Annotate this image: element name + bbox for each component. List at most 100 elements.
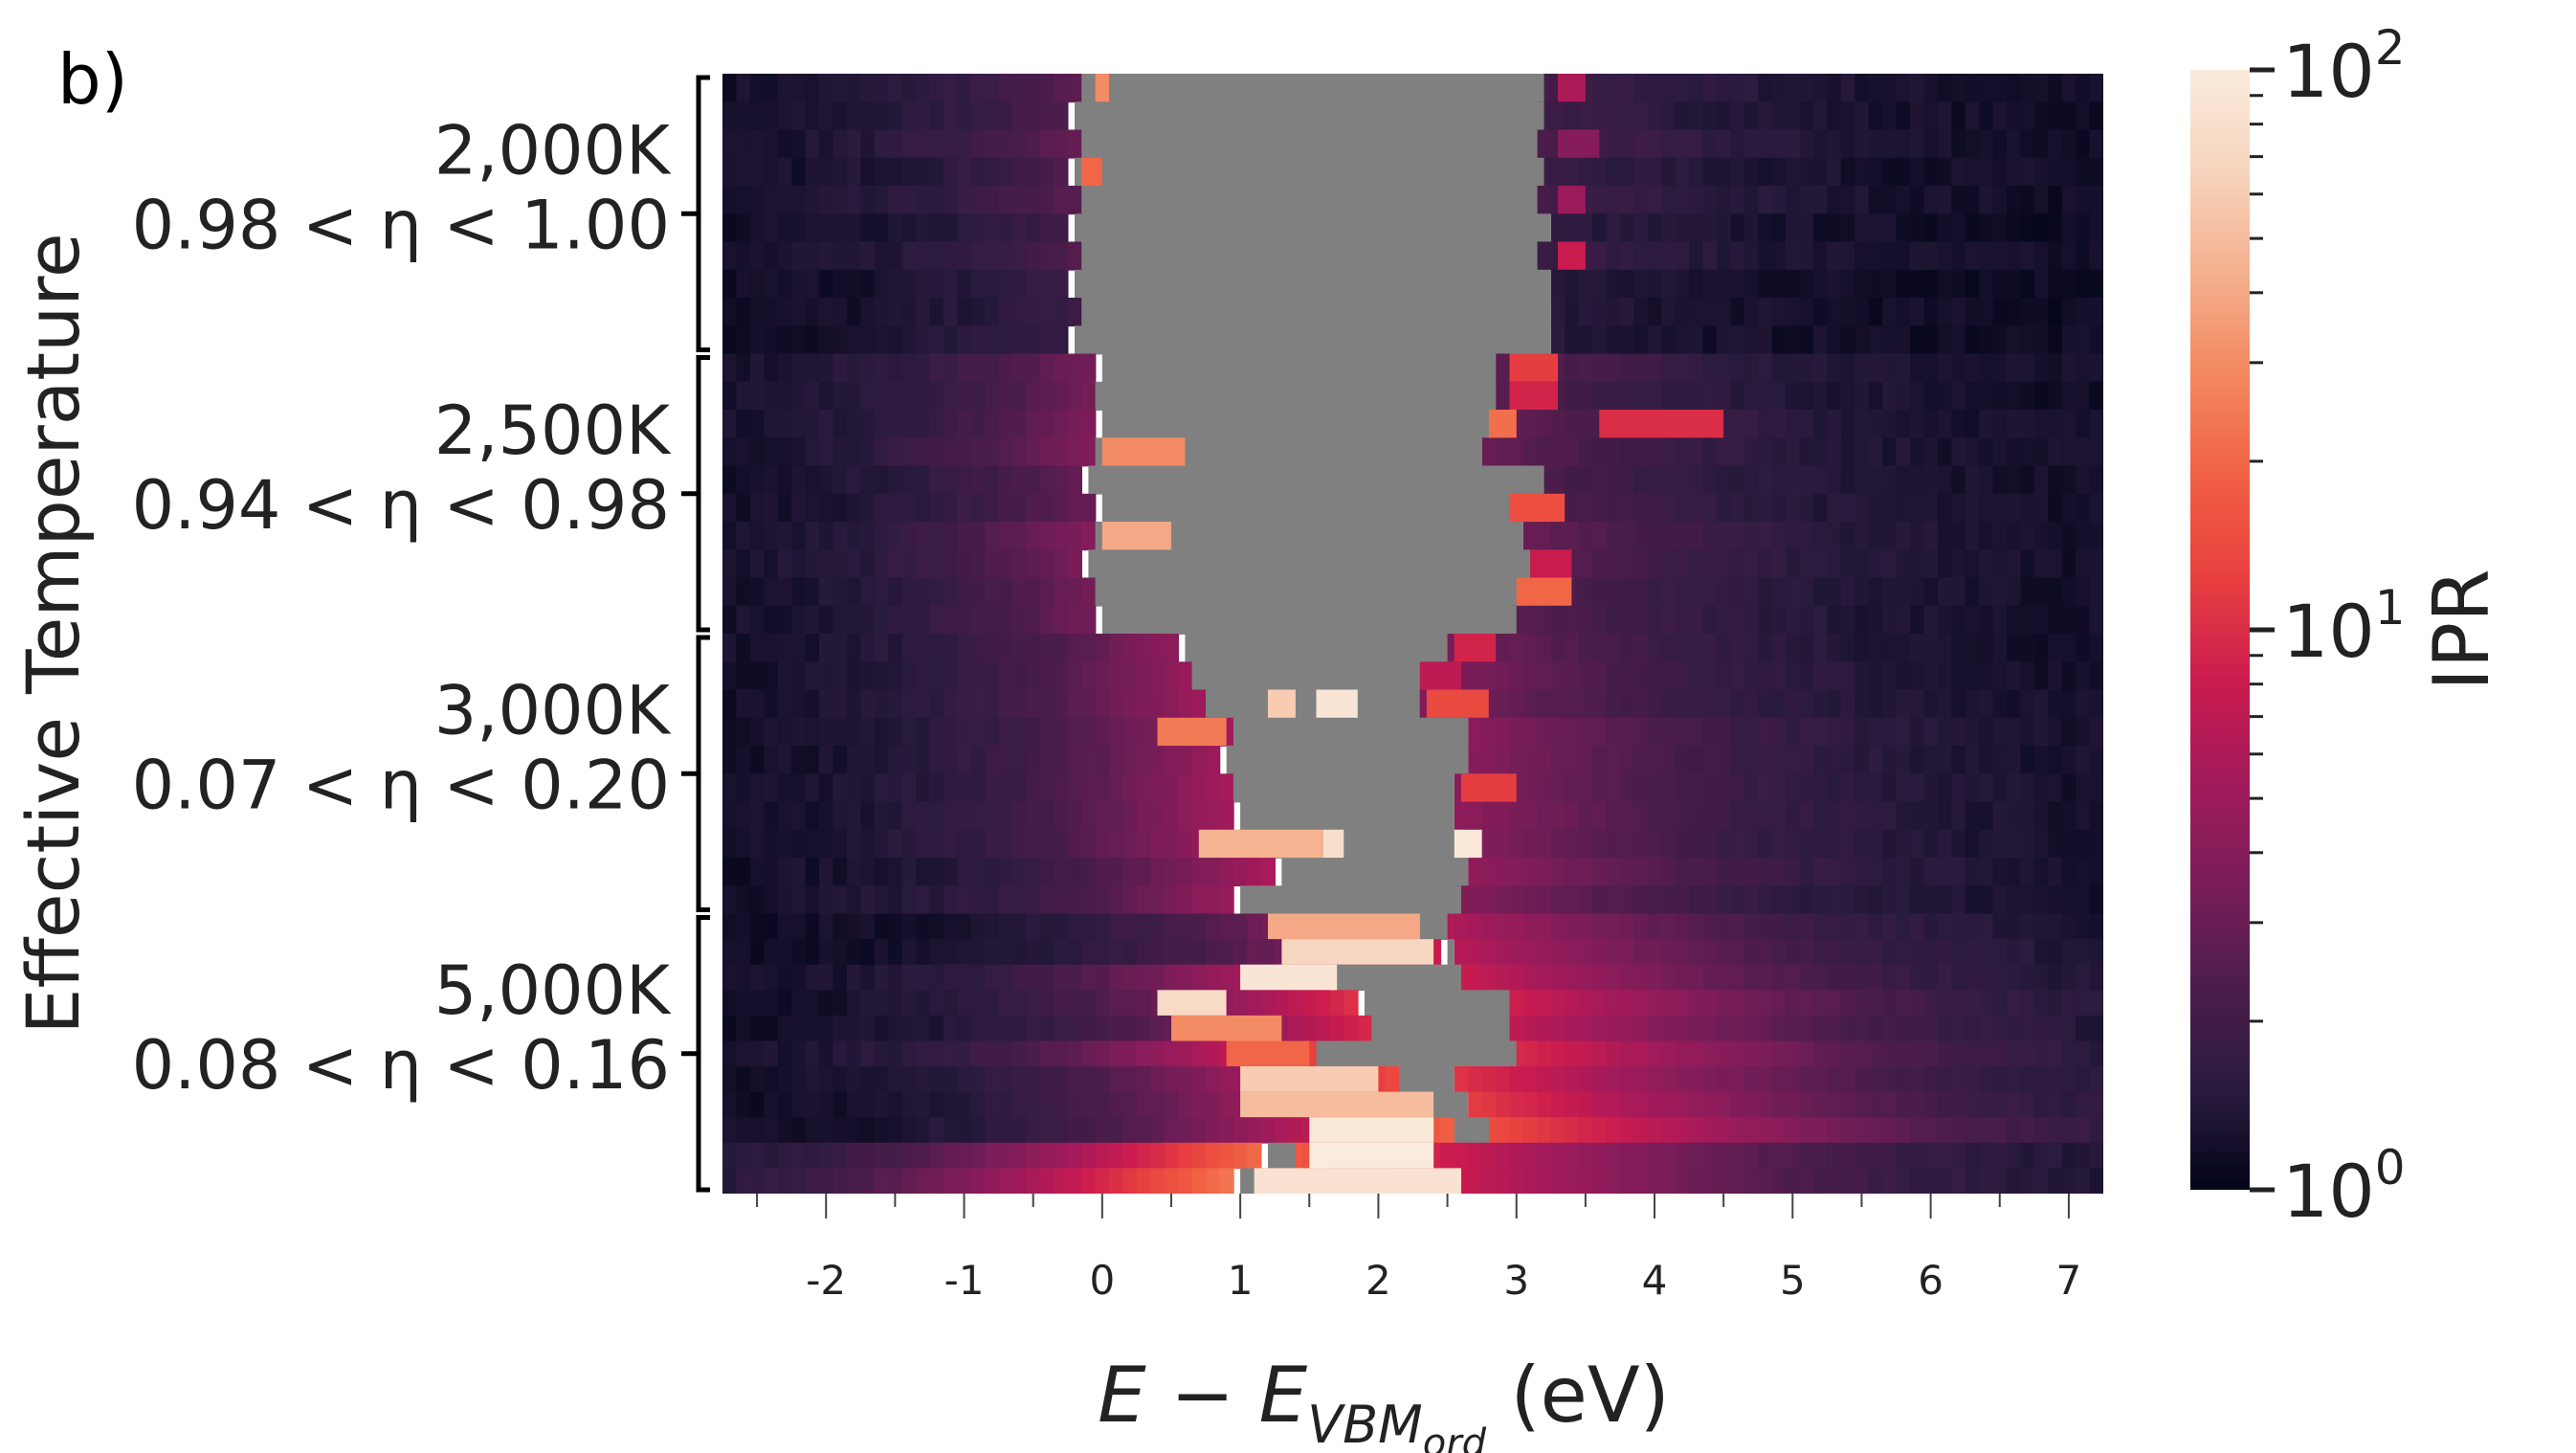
heatmap-cell [1827,353,1842,383]
heatmap-cell [1122,1117,1138,1144]
heatmap-cell [1675,437,1690,467]
heatmap-cell [1951,885,1966,915]
heatmap-cell [749,186,766,215]
heatmap-cell [1578,269,1593,299]
heatmap-cell [1992,1091,2008,1118]
heatmap-cell [1081,353,1097,383]
heatmap-cell [888,1066,903,1093]
heatmap-cell [1923,913,1939,940]
x-tick-label: 1 [1228,1257,1254,1304]
heatmap-cell [846,634,862,663]
heatmap-cell [1012,101,1028,131]
heatmap-cell [846,717,862,747]
heatmap-cell [1951,157,1966,187]
x-label-subsub: ord [1423,1421,1487,1453]
x-label-main: E − E [1098,1351,1307,1440]
heatmap-cell [985,269,1000,299]
heatmap-cell [846,353,862,383]
heatmap-cell [1868,241,1883,271]
heatmap-cell [1150,939,1166,966]
heatmap-cell [1813,1117,1829,1144]
heatmap-cell [1799,186,1814,215]
heatmap-cell [1799,913,1814,940]
heatmap-cell [1633,381,1649,411]
heatmap-cell [805,241,820,271]
heatmap-cell [736,605,751,635]
heatmap-cell [1771,325,1787,355]
heatmap-cell [1799,298,1814,327]
heatmap-cell [2020,101,2035,131]
heatmap-cell [2033,269,2049,299]
heatmap-cell [1965,634,1980,663]
heatmap-cell [1606,298,1621,327]
heatmap-cell [1937,885,1952,915]
heatmap-cell [1813,213,1829,243]
group-eta-label: 0.08 < η < 0.16 [132,1026,670,1105]
heatmap-cell [1026,381,1041,411]
heatmap-cell [1095,1066,1110,1093]
heatmap-cell [2007,129,2022,159]
heatmap-cell [2007,939,2022,966]
heatmap-cell [846,269,862,299]
heatmap-cell [929,829,944,859]
heatmap-cell [2033,990,2049,1017]
heatmap-cell [1868,1091,1883,1118]
heatmap-cell [874,269,889,299]
heatmap-cell [1026,605,1041,635]
heatmap-cell [1039,717,1055,747]
heatmap-cell [957,157,972,187]
heatmap-cell [901,522,917,551]
heatmap-cell [2076,493,2091,523]
heatmap-cell [1730,661,1745,691]
heatmap-cell [2048,129,2063,159]
heatmap-cell [1758,437,1773,467]
heatmap-cell [888,689,903,719]
heatmap-cell [2089,689,2103,719]
heatmap-cell [791,493,807,523]
heatmap-cell [957,465,972,495]
heatmap-cell [998,689,1013,719]
heatmap-cell [1923,773,1939,803]
heatmap-cell [819,773,834,803]
heatmap-cell [805,1040,820,1067]
heatmap-cell [1965,241,1980,271]
heatmap-cell [791,1015,807,1042]
heatmap-cell [2007,269,2022,299]
heatmap-cell [2007,773,2022,803]
band-gap-region [1206,689,1420,719]
heatmap-cell [791,157,807,187]
heatmap-cell [901,773,917,803]
heatmap-cell [1771,661,1787,691]
heatmap-cell [888,634,903,663]
heatmap-cell [791,746,807,775]
heatmap-cell [722,939,738,966]
heatmap-cell [901,1142,917,1170]
heatmap-cell [1827,689,1842,719]
heatmap-cell [1509,1066,1524,1093]
heatmap-cell [1039,549,1055,579]
heatmap-cell [1095,717,1110,747]
heatmap-cell [1730,549,1745,579]
heatmap-cell [1923,101,1939,131]
heatmap-cell [929,549,944,579]
heatmap-cell [1054,990,1069,1017]
heatmap-cell [1937,1040,1952,1067]
heatmap-cell [1067,801,1082,831]
heatmap-cell [1868,746,1883,775]
heatmap-cell [2061,325,2076,355]
heatmap-cell [1565,522,1580,551]
heatmap-cell [1689,858,1704,887]
heatmap-cell [1702,1040,1718,1067]
heatmap-cell [985,241,1000,271]
heatmap-cell [1910,129,1925,159]
heatmap-cell [1661,353,1677,383]
heatmap-cell [1522,717,1539,747]
heatmap-cell [1067,913,1082,940]
heatmap-cell [1992,493,2008,523]
heatmap-cell [1122,913,1138,940]
heatmap-cell [943,269,959,299]
heatmap-cell [998,157,1013,187]
heatmap-cell [1565,157,1580,187]
colorbar-tick-label: 100 [2282,1140,2406,1234]
heatmap-cell [1992,858,2008,887]
